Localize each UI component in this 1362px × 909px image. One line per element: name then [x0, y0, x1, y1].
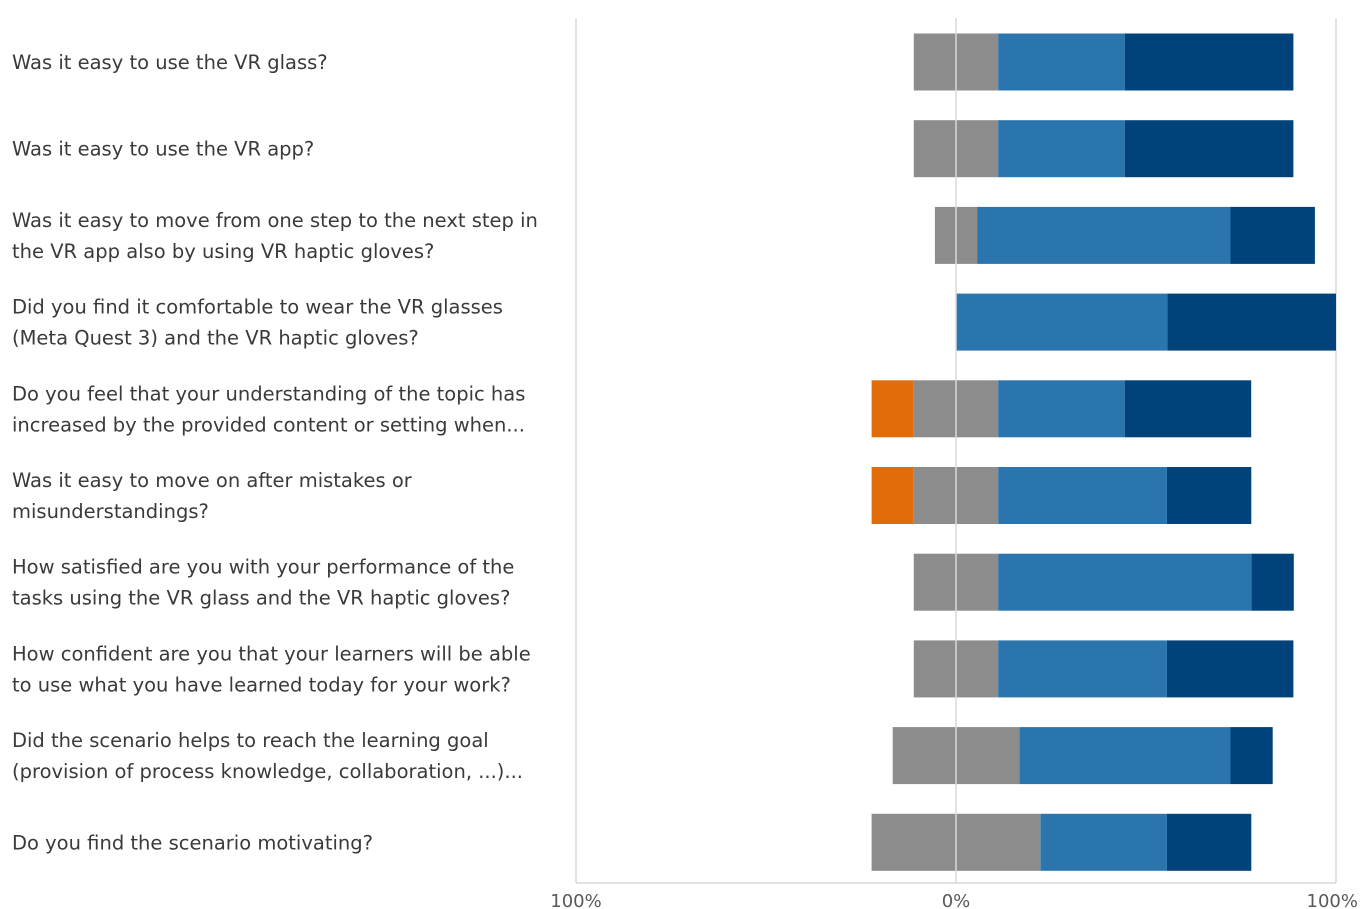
question-label: Do you find the scenario motivating? [12, 831, 373, 854]
bar-segment-positive [998, 380, 1125, 438]
x-axis-ticks: 100% 0% 100% [550, 891, 1358, 909]
bar-segment-positive [977, 206, 1231, 264]
bar-segment-negative [871, 380, 914, 438]
question-label-line: Do you feel that your understanding of t… [12, 382, 525, 405]
question-label-line: misunderstandings? [12, 500, 209, 523]
bar-segment-positive [998, 33, 1125, 91]
question-label: How satisfied are you with your performa… [12, 556, 514, 610]
bar-segment-very-positive [1251, 553, 1294, 611]
question-label-line: (Meta Quest 3) and the VR haptic gloves? [12, 327, 419, 350]
x-tick-label: 100% [550, 891, 601, 909]
bar-segment-very-positive [1166, 467, 1252, 524]
question-label-line: increased by the provided content or set… [12, 413, 525, 436]
bar-segment-positive [998, 640, 1167, 698]
question-label: Was it easy to move from one step to the… [12, 209, 538, 263]
bar-segment-very-positive [1230, 727, 1273, 785]
bar-segment-very-positive [1166, 640, 1294, 698]
bar-segment-negative [871, 467, 914, 524]
question-label-line: to use what you have learned today for y… [12, 673, 511, 696]
bar-segment-very-positive [1167, 293, 1336, 351]
bar-segment-positive [998, 467, 1167, 524]
question-labels: Was it easy to use the VR glass? Was it e… [12, 51, 538, 854]
question-label-line: tasks using the VR glass and the VR hapt… [12, 587, 510, 610]
question-label: How confident are you that your learners… [12, 642, 531, 696]
question-label-line: Was it easy to use the VR glass? [12, 51, 328, 74]
question-label-line: Was it easy to move from one step to the… [12, 209, 538, 232]
bar-segment-very-positive [1166, 813, 1252, 871]
question-label: Was it easy to use the VR app? [12, 138, 314, 161]
bar-segment-very-positive [1230, 206, 1315, 264]
bar-segment-positive [998, 120, 1125, 178]
question-label-line: Do you find the scenario motivating? [12, 831, 373, 854]
question-label-line: How confident are you that your learners… [12, 642, 531, 665]
question-label-line: Was it easy to use the VR app? [12, 138, 314, 161]
question-label: Do you feel that your understanding of t… [12, 382, 525, 436]
bar-segment-very-positive [1124, 380, 1252, 438]
question-label-line: Did the scenario helps to reach the lear… [12, 729, 489, 752]
bar-segment-positive [998, 553, 1252, 611]
question-label-line: (provision of process knowledge, collabo… [12, 760, 523, 783]
bars [871, 18, 1336, 883]
bar-segment-positive [1040, 813, 1167, 871]
question-label: Did you find it comfortable to wear the … [12, 296, 503, 350]
bar-segment-very-positive [1124, 33, 1294, 91]
x-tick-label: 100% [1307, 891, 1358, 909]
x-tick-label: 0% [942, 891, 971, 909]
bar-segment-positive [956, 293, 1168, 351]
question-label: Was it easy to move on after mistakes or… [12, 469, 413, 523]
question-label-line: the VR app also by using VR haptic glove… [12, 240, 434, 263]
bar-segment-positive [1019, 727, 1231, 785]
question-label: Was it easy to use the VR glass? [12, 51, 328, 74]
question-label-line: Was it easy to move on after mistakes or [12, 469, 413, 492]
question-label: Did the scenario helps to reach the lear… [12, 729, 523, 783]
question-label-line: How satisfied are you with your performa… [12, 556, 514, 579]
question-label-line: Did you find it comfortable to wear the … [12, 296, 503, 319]
bar-segment-very-positive [1124, 120, 1294, 178]
